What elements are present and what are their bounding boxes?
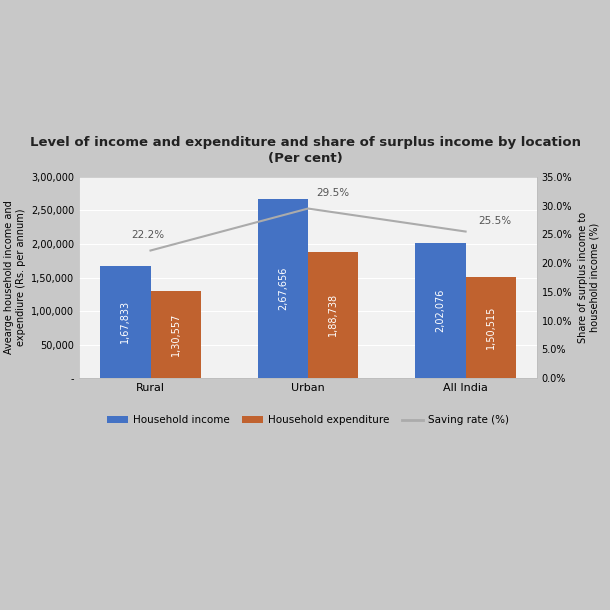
Text: 1,67,833: 1,67,833 <box>120 300 131 343</box>
Bar <box>151 290 201 378</box>
Y-axis label: Avearge household income and
expendiure (Rs. per annum): Avearge household income and expendiure … <box>4 201 26 354</box>
Legend: Household income, Household expenditure, Saving rate (%): Household income, Household expenditure,… <box>102 411 514 429</box>
Text: 25.5%: 25.5% <box>478 216 511 226</box>
Bar <box>308 251 359 378</box>
Text: 2,67,656: 2,67,656 <box>278 267 288 310</box>
Text: 1,30,557: 1,30,557 <box>171 313 181 356</box>
Bar <box>100 265 151 378</box>
Bar <box>257 199 308 378</box>
Text: 29.5%: 29.5% <box>316 188 349 198</box>
Text: 1,50,515: 1,50,515 <box>486 306 496 350</box>
Bar <box>465 277 516 378</box>
Text: 2,02,076: 2,02,076 <box>436 289 445 332</box>
Text: 22.2%: 22.2% <box>132 230 165 240</box>
Text: Level of income and expenditure and share of surplus income by location: Level of income and expenditure and shar… <box>29 137 581 149</box>
Y-axis label: Share of surplus income to
household income (%): Share of surplus income to household inc… <box>578 212 600 343</box>
Text: 1,88,738: 1,88,738 <box>328 293 339 337</box>
Bar <box>415 243 465 378</box>
Text: (Per cent): (Per cent) <box>268 152 342 165</box>
